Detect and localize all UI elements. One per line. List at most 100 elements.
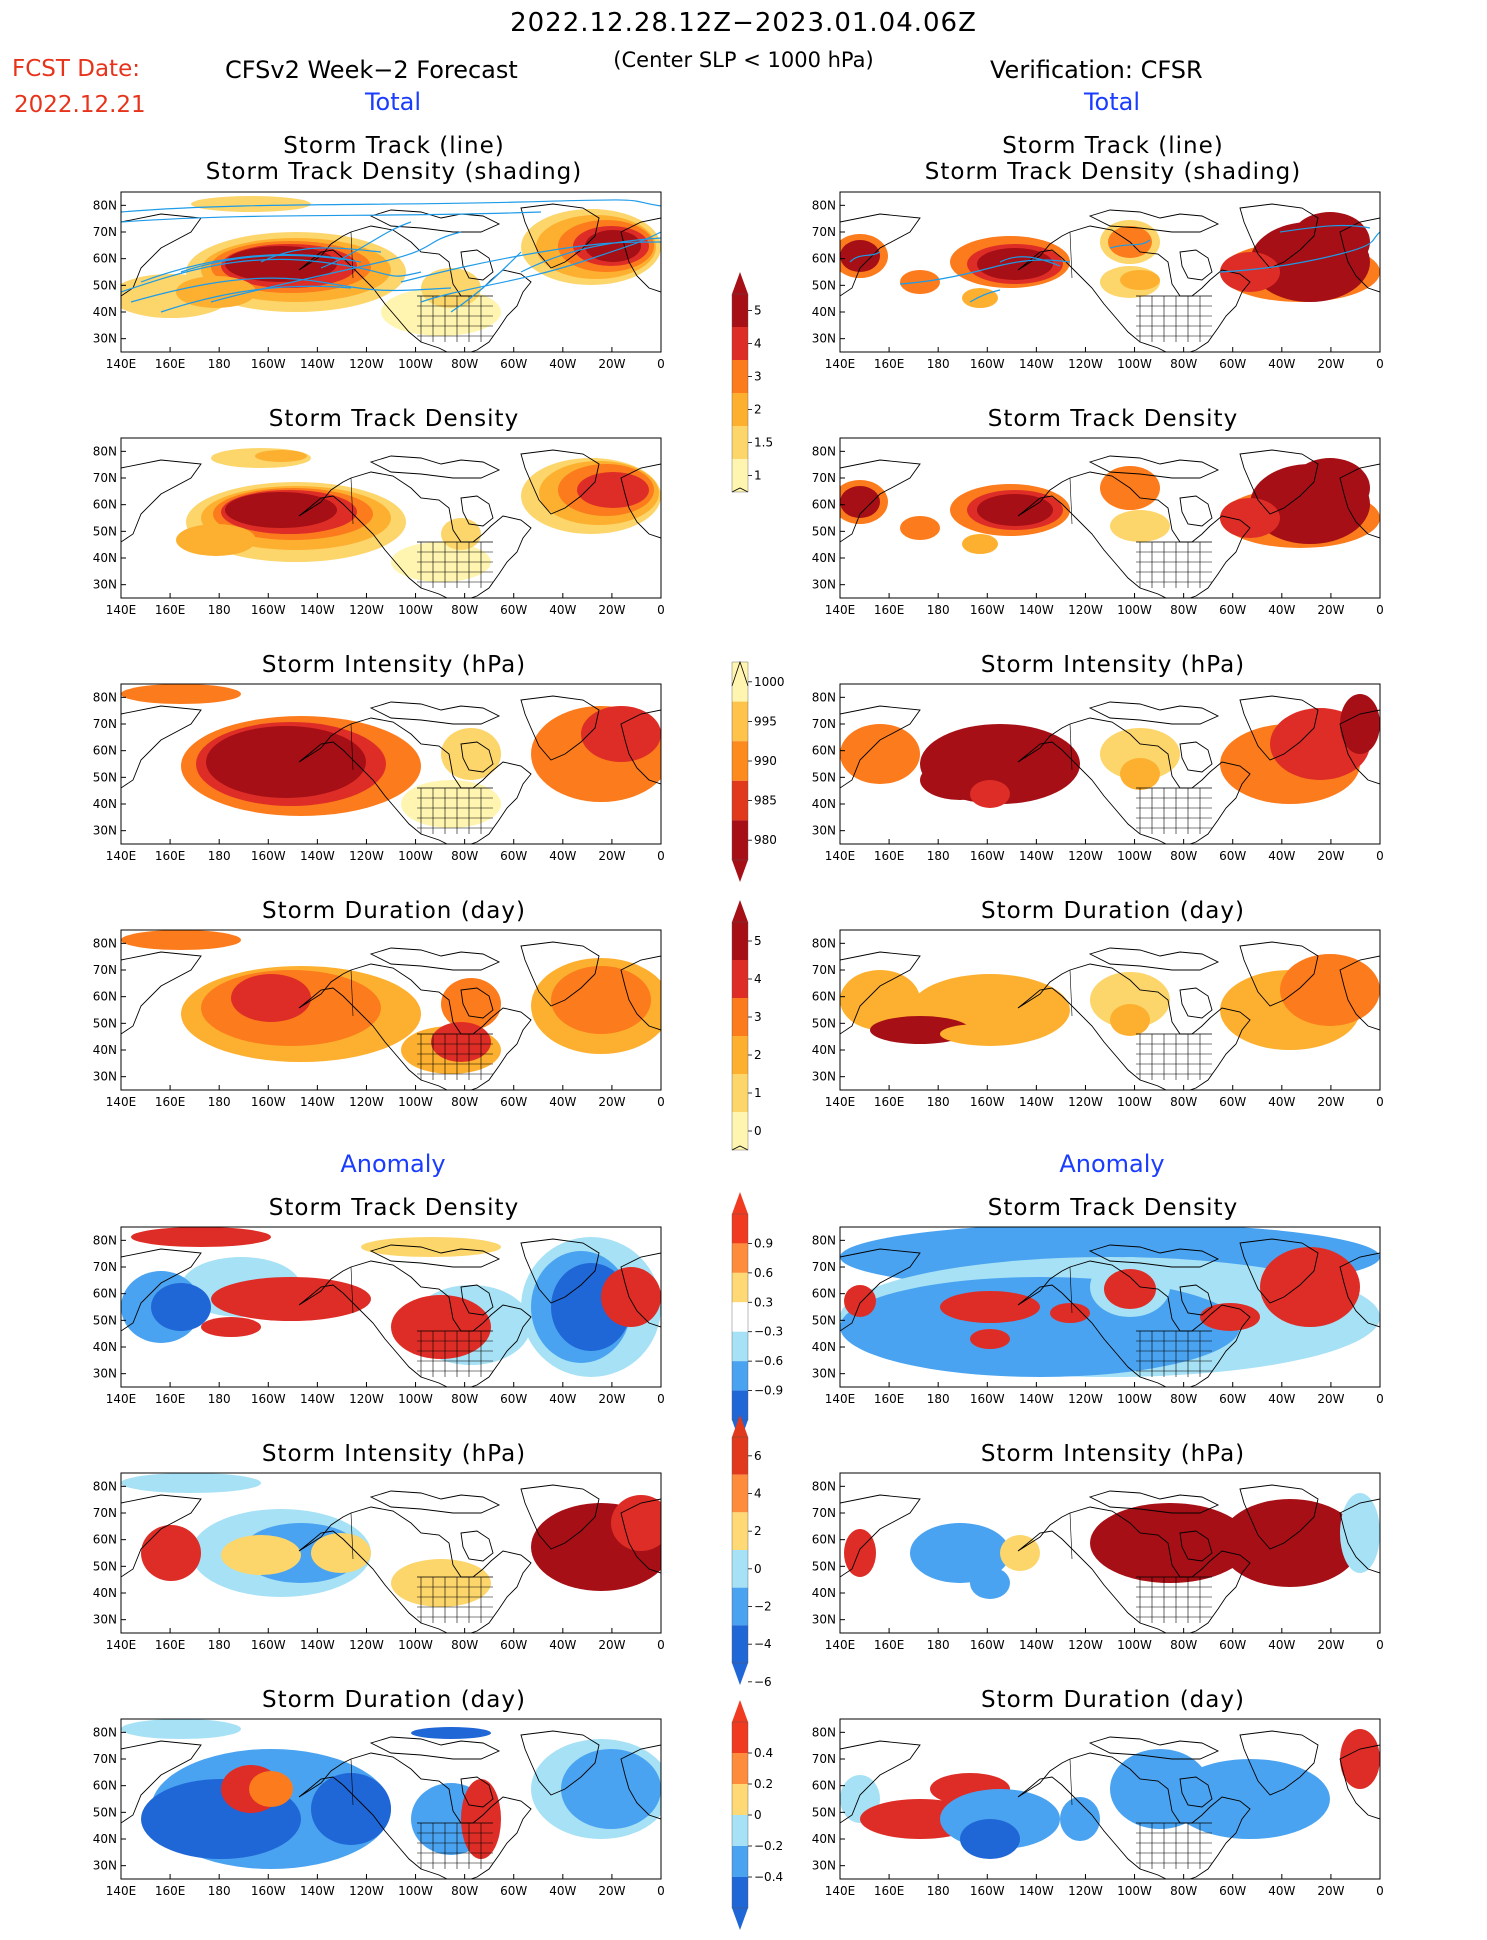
coastline: [298, 1506, 532, 1633]
lat-tick-label: 60N: [93, 1287, 117, 1301]
lon-tick-label: 160W: [251, 849, 286, 863]
lon-tick-label: 160E: [155, 1884, 186, 1898]
coastline: [1017, 963, 1251, 1090]
lon-tick-label: 20W: [1317, 603, 1344, 617]
lon-tick-label: 140E: [106, 849, 137, 863]
coastlines: [840, 941, 1380, 1090]
lon-tick-label: 0: [657, 1884, 665, 1898]
lon-tick-label: 140E: [825, 849, 856, 863]
lat-tick-label: 40N: [812, 1340, 836, 1354]
lon-tick-label: 160W: [251, 1392, 286, 1406]
colorbar-arrow-top: [732, 272, 748, 294]
lon-tick-label: 100W: [1117, 603, 1152, 617]
lat-tick-label: 30N: [93, 1859, 117, 1873]
lon-tick-label: 120W: [349, 849, 384, 863]
lon-tick-label: 140E: [106, 603, 137, 617]
title-r1a: Storm Track (line): [1002, 133, 1224, 159]
lon-tick-label: 180: [208, 357, 231, 371]
colorbar-segment: [732, 1512, 748, 1550]
lon-tick-label: 60W: [500, 1884, 527, 1898]
shading-region: [970, 780, 1010, 808]
map-panel-obs-intensity: 140E 160E 180 160W 140W 120W 100W 80W 60W 40W 20W 0…: [812, 683, 1384, 863]
colorbar-tail: [731, 1145, 749, 1151]
colorbar-segment: [732, 998, 748, 1036]
map-field: [121, 930, 661, 1090]
shading-region: [840, 724, 920, 784]
coastline: [369, 1244, 501, 1268]
shading-region: [960, 1819, 1020, 1859]
coastline: [121, 705, 202, 789]
colorbar-frame: [731, 1436, 749, 1664]
lon-tick-label: 60W: [1219, 1884, 1246, 1898]
shading-region: [1100, 728, 1180, 780]
coastline: [1088, 1736, 1220, 1760]
lat-tick-label: 80N: [812, 198, 836, 212]
lat-tick-label: 70N: [812, 717, 836, 731]
shading-region: [1340, 1729, 1380, 1789]
lon-tick-label: 80W: [1170, 1884, 1197, 1898]
title-l4: Storm Duration (day): [262, 898, 526, 924]
colorbar-label: 0.6: [754, 1266, 773, 1280]
lat-tick-label: 40N: [812, 1832, 836, 1846]
map-frame: [120, 1226, 662, 1388]
map-field: [121, 1719, 661, 1879]
lon-tick-label: 140W: [1019, 1638, 1054, 1652]
title-r2: Storm Track Density: [987, 406, 1239, 432]
lon-tick-label: 160E: [155, 603, 186, 617]
lon-tick-label: 180: [208, 849, 231, 863]
shading-region: [141, 1525, 201, 1581]
lat-tick-label: 50N: [812, 524, 836, 538]
country-borders: [1069, 723, 1212, 789]
lon-tick-label: 20W: [598, 1884, 625, 1898]
lon-tick-label: 120W: [349, 357, 384, 371]
lon-tick-label: 160W: [251, 1884, 286, 1898]
lon-tick-label: 0: [1376, 357, 1384, 371]
coastline: [1088, 701, 1220, 725]
coastline: [620, 217, 661, 293]
storm-track-line: [1109, 239, 1151, 249]
lon-tick-label: 20W: [598, 357, 625, 371]
storm-track-line: [999, 256, 1061, 267]
shading-region: [1000, 1535, 1040, 1571]
lon-tick-label: 140W: [300, 849, 335, 863]
colorbar-label: 4: [754, 337, 762, 351]
coastline: [1179, 987, 1213, 1019]
map-frame: [839, 437, 1381, 599]
lon-tick-label: 100W: [1117, 357, 1152, 371]
coastline: [369, 701, 501, 725]
storm-track-line: [450, 251, 522, 313]
lon-tick-label: 160E: [874, 357, 905, 371]
lon-tick-label: 0: [1376, 849, 1384, 863]
lat-tick-label: 70N: [93, 225, 117, 239]
colorbar-segment: [732, 360, 748, 393]
lon-tick-label: 160E: [155, 1095, 186, 1109]
coastline: [1179, 1284, 1213, 1316]
coastlines: [121, 1238, 661, 1387]
lon-tick-label: 80W: [451, 849, 478, 863]
map-field: [121, 448, 661, 598]
lon-tick-label: 40W: [549, 357, 576, 371]
shading-region: [255, 450, 307, 462]
lat-tick-label: 80N: [93, 936, 117, 950]
lat-tick-label: 50N: [812, 278, 836, 292]
storm-track-line: [121, 211, 542, 223]
lat-tick-label: 30N: [812, 578, 836, 592]
lon-tick-label: 160E: [874, 603, 905, 617]
lon-tick-label: 40W: [549, 1884, 576, 1898]
coastline: [620, 1744, 661, 1820]
shading-region: [1050, 1303, 1090, 1323]
map-panel-fc-duration-anom: 140E 160E 180 160W 140W 120W 100W 80W 60W 40W 20W 0…: [93, 1718, 665, 1898]
lon-tick-label: 20W: [1317, 1884, 1344, 1898]
shading-region: [962, 534, 998, 554]
lat-tick-label: 60N: [93, 990, 117, 1004]
colorbar-segment: [732, 1722, 748, 1753]
lon-tick-label: 140W: [1019, 1884, 1054, 1898]
lon-tick-label: 160E: [874, 849, 905, 863]
colorbar-label: 0: [754, 1808, 762, 1822]
lat-tick-label: 50N: [93, 524, 117, 538]
colorbar-density-total: 5 4 3 2 1.5 1: [731, 272, 773, 493]
coastline: [520, 1484, 600, 1550]
colorbar-segment: [732, 1243, 748, 1273]
map-frame: [839, 929, 1381, 1091]
lat-tick-label: 50N: [93, 1805, 117, 1819]
